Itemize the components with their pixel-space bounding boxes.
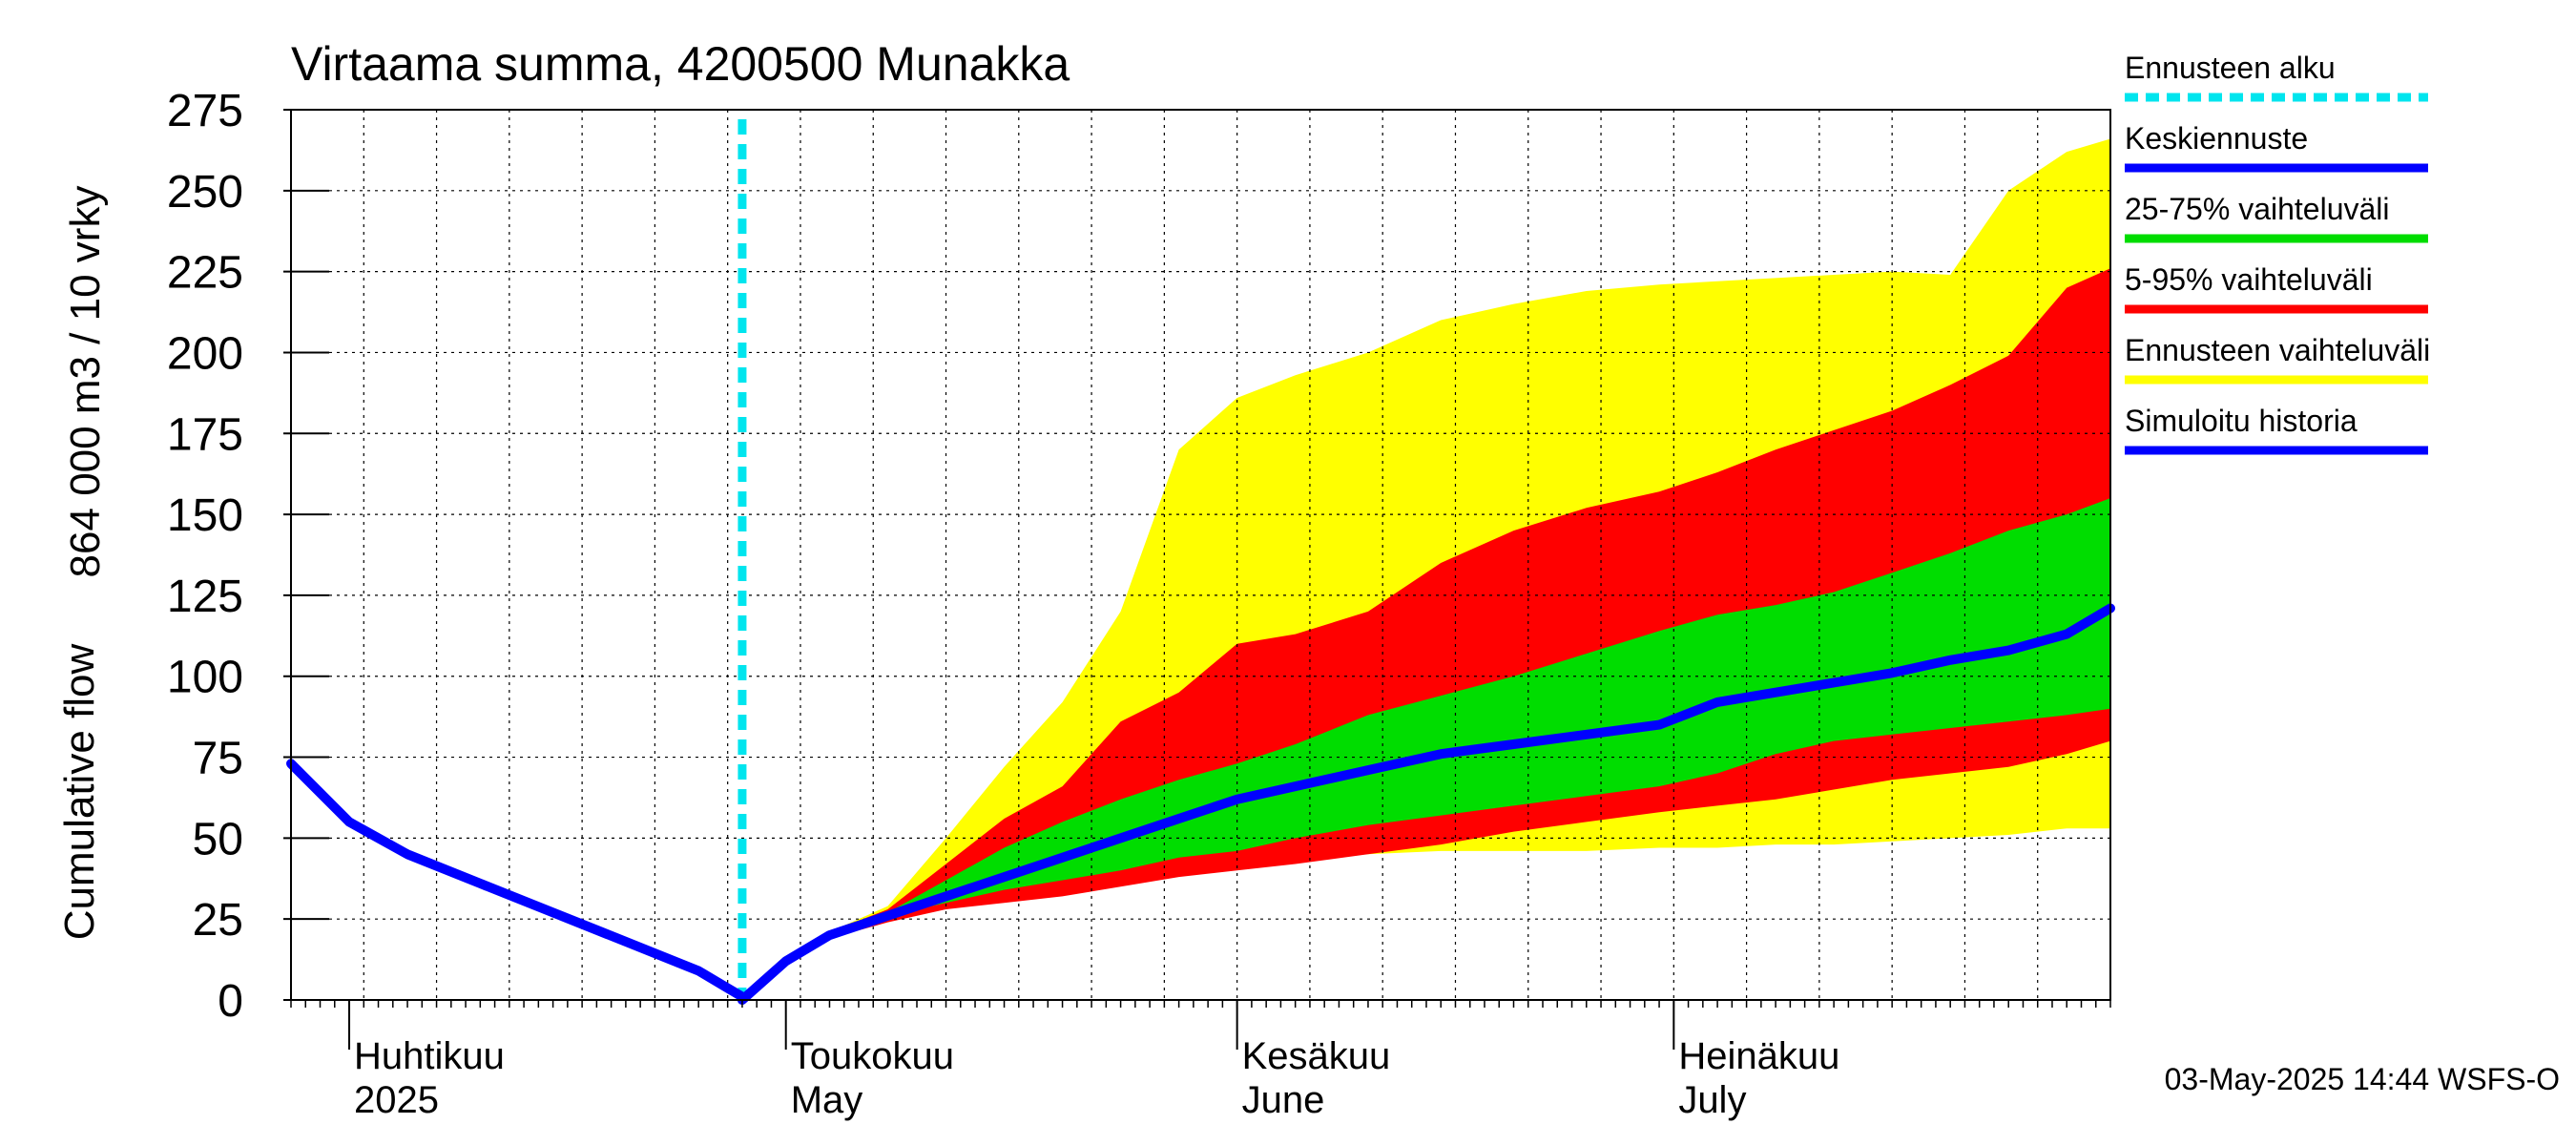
- y-tick-label: 0: [218, 976, 243, 1027]
- y-axis-label-title: Cumulative flow: [56, 644, 103, 941]
- y-tick-label: 275: [167, 86, 243, 136]
- x-month-label-en: May: [791, 1079, 863, 1121]
- plot-area: [291, 110, 2110, 1000]
- y-tick-label: 250: [167, 167, 243, 218]
- legend-label: Keskiennuste: [2125, 121, 2308, 156]
- legend-label: 25-75% vaihteluväli: [2125, 192, 2390, 226]
- x-month-label-fi: Toukokuu: [791, 1035, 954, 1077]
- plot-frame: [290, 109, 2111, 1001]
- legend-label: Ennusteen vaihteluväli: [2125, 333, 2430, 367]
- series-line-keskiennuste: [737, 603, 2115, 1005]
- x-month-label-fi: Kesäkuu: [1242, 1035, 1391, 1077]
- x-month-label-en: 2025: [354, 1079, 439, 1121]
- x-month-label-en: June: [1242, 1079, 1325, 1121]
- band-25-75-vaihteluv-li: [741, 498, 2110, 1000]
- y-tick-label: 75: [193, 734, 243, 784]
- x-month-label-fi: Heinäkuu: [1678, 1035, 1839, 1077]
- x-month-label-en: July: [1678, 1079, 1746, 1121]
- y-tick-label: 150: [167, 490, 243, 541]
- y-tick-label: 125: [167, 572, 243, 622]
- y-axis-label-units: 864 000 m3 / 10 vrky: [62, 186, 109, 578]
- timestamp-footer: 03-May-2025 14:44 WSFS-O: [2165, 1062, 2560, 1096]
- y-tick-label: 175: [167, 409, 243, 460]
- y-tick-label: 100: [167, 653, 243, 703]
- legend-label: Ennusteen alku: [2125, 51, 2336, 85]
- series-lines: [286, 119, 2115, 1005]
- y-tick-label: 50: [193, 814, 243, 864]
- legend-label: Simuloitu historia: [2125, 404, 2358, 438]
- legend: Ennusteen alku Keskiennuste 25-75% vaihtel…: [2125, 51, 2430, 455]
- y-tick-label: 200: [167, 328, 243, 379]
- y-tick-label: 225: [167, 248, 243, 299]
- x-month-label-fi: Huhtikuu: [354, 1035, 505, 1077]
- y-tick-label: 25: [193, 895, 243, 946]
- chart-title: Virtaama summa, 4200500 Munakka: [291, 37, 1070, 91]
- axes: 0 25 50 75 100 125 150 175 200 225 250 275 Huhtikuu2…: [167, 86, 2111, 1121]
- legend-label: 5-95% vaihteluväli: [2125, 262, 2373, 297]
- series-line-simuloitu-historia: [286, 759, 747, 1002]
